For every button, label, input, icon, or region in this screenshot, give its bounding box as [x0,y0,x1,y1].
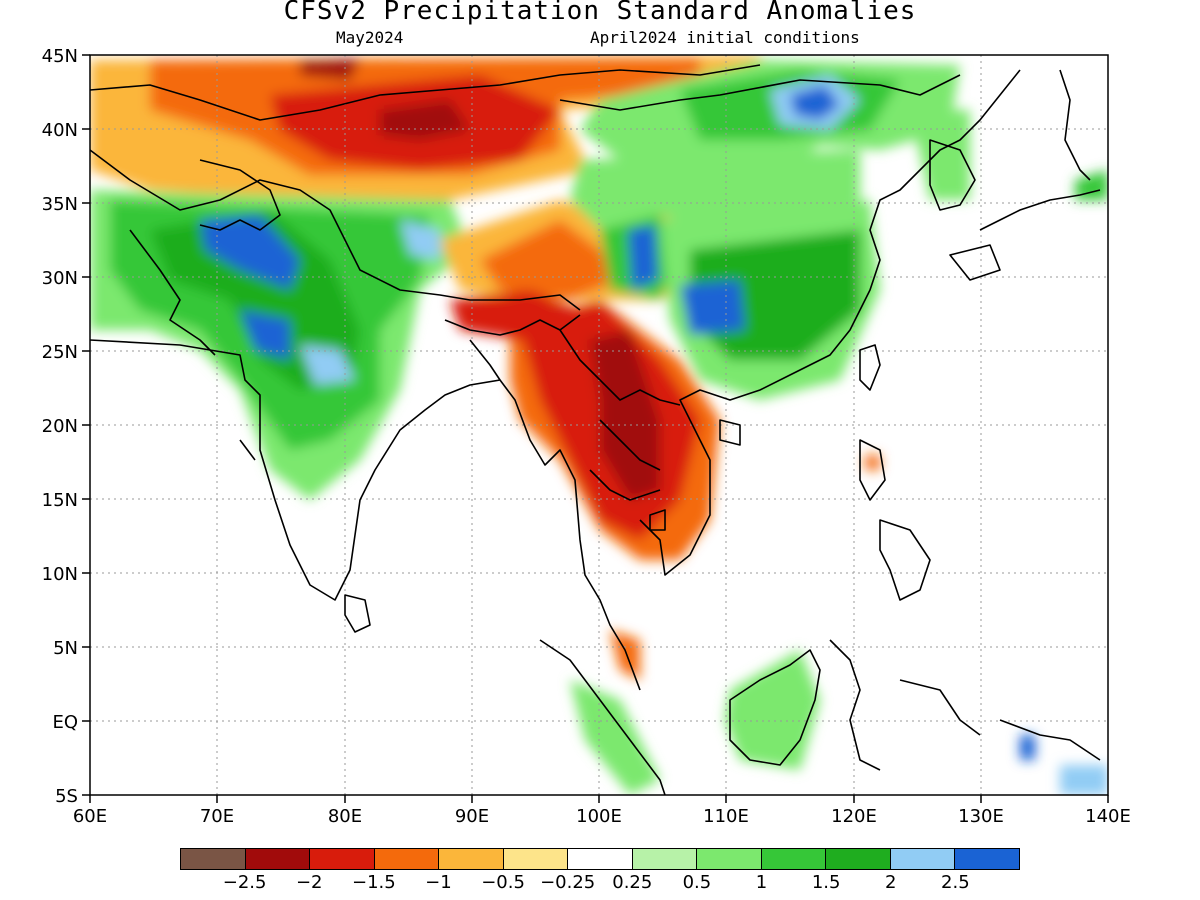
lon-label-120e: 120E [831,806,877,827]
legend-swatch [245,849,311,869]
anomaly-field [90,55,1108,795]
lat-label-30n: 30N [42,268,78,289]
lat-label-10n: 10N [42,564,78,585]
lon-label-60e: 60E [73,806,107,827]
lat-label-20n: 20N [42,416,78,437]
legend-swatch [181,849,246,869]
legend-label: −1 [425,872,452,893]
legend-label: 2.5 [941,872,970,893]
coastlines-and-borders [90,64,1101,795]
lon-label-110e: 110E [703,806,749,827]
lat-label-45n: 45N [42,46,78,67]
legend-swatch [890,849,956,869]
color-legend [180,848,1020,870]
legend-label: 0.25 [612,872,653,893]
lat-label-25n: 25N [42,342,78,363]
lon-label-100e: 100E [576,806,622,827]
legend-swatch [374,849,440,869]
legend-swatch [955,849,1019,869]
lat-label-5n: 5N [53,638,78,659]
lat-tick-labels: 45N 40N 35N 30N 25N 20N 15N 10N 5N EQ 5S [42,46,78,807]
lat-label-5s: 5S [55,786,78,807]
lon-label-80e: 80E [328,806,362,827]
legend-swatch [697,849,762,869]
legend-label: −0.25 [540,872,596,893]
legend-swatch [503,849,569,869]
legend-label: 1.5 [811,872,841,893]
legend-label: 0.5 [682,872,712,893]
legend-label: −2 [295,872,323,893]
lat-label-15n: 15N [42,490,78,511]
target-month-label: May2024 [336,28,404,47]
legend-label: −1.5 [351,872,396,893]
lon-label-90e: 90E [455,806,489,827]
legend-swatch [310,849,375,869]
lon-label-140e: 140E [1085,806,1131,827]
lat-label-35n: 35N [42,194,78,215]
legend-swatch [826,849,891,869]
lon-label-70e: 70E [200,806,234,827]
lat-label-eq: EQ [52,712,78,733]
legend-swatch [568,849,633,869]
lat-label-40n: 40N [42,120,78,141]
axis-ticks [82,54,1109,803]
init-conditions-label: April2024 initial conditions [590,28,860,47]
legend-label: 1 [755,872,768,893]
legend-label: 2 [885,872,897,893]
legend-swatch [761,849,827,869]
lon-label-130e: 130E [958,806,1004,827]
lon-tick-labels: 60E 70E 80E 90E 100E 110E 120E 130E 140E [73,806,1131,827]
legend-label: −2.5 [222,872,267,893]
legend-label: −0.5 [481,872,525,893]
legend-swatch [632,849,698,869]
map-title: CFSv2 Precipitation Standard Anomalies [283,0,917,26]
legend-swatch [439,849,504,869]
